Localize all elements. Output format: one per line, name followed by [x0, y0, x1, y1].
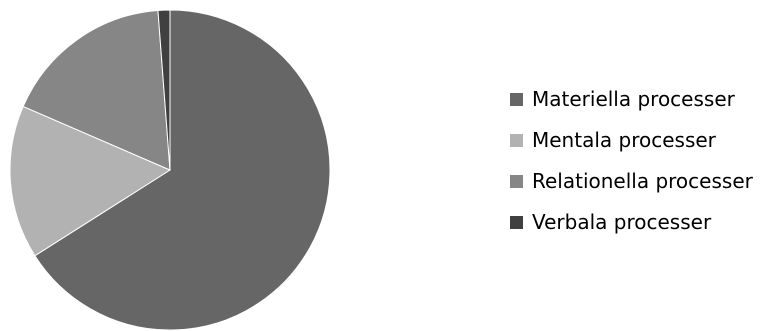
legend: Materiella processer Mentala processer R…: [510, 87, 772, 251]
legend-item-relationella: Relationella processer: [510, 169, 772, 194]
legend-item-materiella: Materiella processer: [510, 87, 772, 112]
legend-label-mentala: Mentala processer: [532, 128, 716, 152]
pie-slice-mentala: [9, 105, 172, 257]
legend-swatch-relationella: [510, 175, 523, 188]
legend-swatch-materiella: [510, 93, 523, 106]
legend-swatch-verbala: [510, 216, 523, 229]
legend-item-mentala: Mentala processer: [510, 128, 772, 153]
legend-item-verbala: Verbala processer: [510, 210, 772, 235]
pie-slices: [9, 9, 331, 331]
legend-swatch-mentala: [510, 134, 523, 147]
legend-label-verbala: Verbala processer: [532, 210, 712, 234]
pie-slice-materiella: [34, 9, 331, 331]
pie-slice-verbala: [157, 9, 171, 171]
pie-slice-relationella: [22, 9, 171, 171]
legend-label-relationella: Relationella processer: [532, 169, 753, 193]
legend-label-materiella: Materiella processer: [532, 87, 735, 111]
